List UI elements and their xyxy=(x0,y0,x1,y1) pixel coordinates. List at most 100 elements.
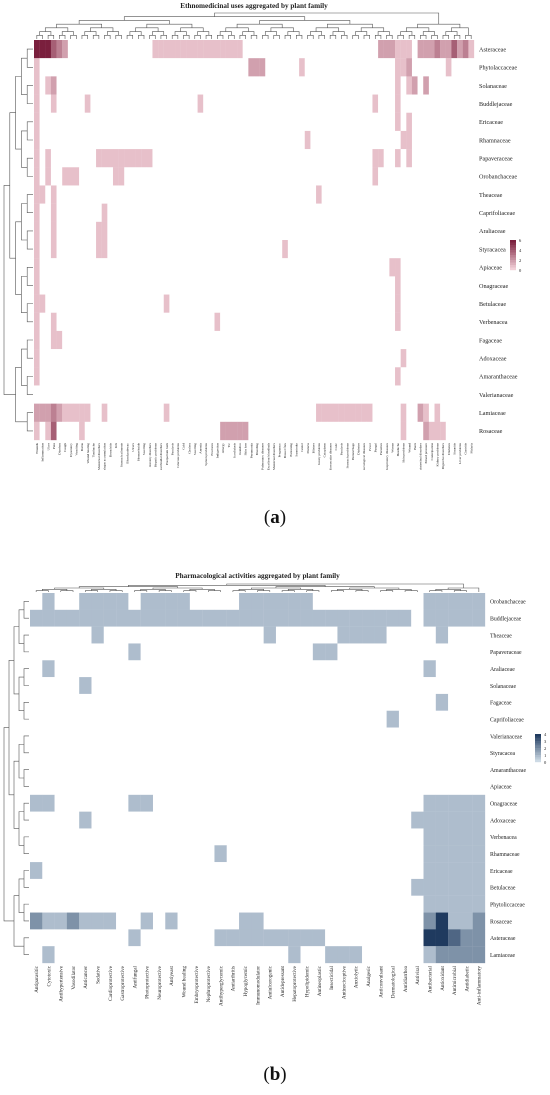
heatmap-cell xyxy=(287,130,294,150)
heatmap-cell xyxy=(152,221,159,241)
heatmap-cell xyxy=(312,845,326,863)
heatmap-cell xyxy=(231,258,238,277)
heatmap-cell xyxy=(163,40,170,59)
heatmap-cell xyxy=(67,349,74,368)
heatmap-cell xyxy=(325,744,338,762)
heatmap-cell xyxy=(251,845,264,863)
heatmap-cell xyxy=(251,744,264,762)
heatmap-cell xyxy=(304,240,311,259)
heatmap-cell xyxy=(428,58,435,77)
heatmap-cell xyxy=(440,276,446,295)
heatmap-cell xyxy=(103,710,117,728)
heatmap-cell xyxy=(259,185,266,204)
heatmap-cell xyxy=(56,349,63,368)
heatmap-cell xyxy=(129,312,136,332)
heatmap-cell xyxy=(67,149,74,168)
heatmap-cell xyxy=(310,276,317,295)
heatmap-cell xyxy=(175,221,181,241)
heatmap-cell xyxy=(208,385,215,404)
heatmap-cell xyxy=(197,94,204,113)
column-label: Hepatoprotective xyxy=(292,965,298,1001)
heatmap-cell xyxy=(180,94,187,113)
heatmap-cell xyxy=(276,240,283,259)
heatmap-cell xyxy=(50,40,57,59)
heatmap-cell xyxy=(462,403,469,422)
heatmap-cell xyxy=(226,778,240,795)
heatmap-cell xyxy=(468,112,475,132)
heatmap-cell xyxy=(337,609,350,627)
row-label: Adoxaceae xyxy=(479,355,507,362)
column-label: Ulcer xyxy=(46,442,50,450)
heatmap-cell xyxy=(225,276,232,295)
heatmap-cell xyxy=(251,677,264,695)
heatmap-cell xyxy=(56,167,63,186)
heatmap-cell xyxy=(124,294,131,313)
heatmap-cell xyxy=(84,76,91,95)
heatmap-cell xyxy=(135,40,142,59)
row-label: Fagaceae xyxy=(479,337,502,344)
heatmap-cell xyxy=(165,828,178,846)
heatmap-cell xyxy=(445,58,452,77)
heatmap-cell xyxy=(462,76,469,95)
heatmap-cell xyxy=(42,778,55,795)
heatmap-cell xyxy=(197,58,204,77)
heatmap-cell xyxy=(325,912,338,930)
heatmap-cell xyxy=(435,778,449,795)
heatmap-cell xyxy=(389,58,396,77)
legend-swatch xyxy=(535,738,541,742)
heatmap-cell xyxy=(299,221,305,241)
heatmap-cell xyxy=(276,185,283,204)
column-label: Burns xyxy=(80,442,84,451)
heatmap-cell xyxy=(197,330,204,350)
heatmap-cell xyxy=(417,76,424,95)
column-label: Antihypertensive xyxy=(59,965,65,1001)
heatmap-cell xyxy=(39,330,46,350)
heatmap-cell xyxy=(460,862,473,880)
heatmap-cell xyxy=(226,811,240,829)
heatmap-cell xyxy=(349,761,363,779)
heatmap-cell xyxy=(423,845,436,863)
heatmap-cell xyxy=(400,167,407,186)
heatmap-cell xyxy=(293,58,300,77)
heatmap-cell xyxy=(169,349,176,368)
heatmap-cell xyxy=(337,828,350,846)
heatmap-cell xyxy=(355,76,362,95)
heatmap-cell xyxy=(434,403,441,422)
heatmap-cell xyxy=(152,593,166,610)
heatmap-cell xyxy=(386,895,400,913)
heatmap-cell xyxy=(448,744,461,762)
heatmap-cell xyxy=(462,349,469,368)
heatmap-cell xyxy=(169,367,176,386)
heatmap-cell xyxy=(395,130,401,150)
heatmap-cell xyxy=(321,385,328,404)
heatmap-cell xyxy=(435,643,449,661)
heatmap-cell xyxy=(332,294,339,313)
heatmap-cell xyxy=(84,403,91,422)
heatmap-cell xyxy=(263,727,277,745)
heatmap-cell xyxy=(242,330,249,350)
heatmap-cell xyxy=(366,112,373,132)
heatmap-cell xyxy=(202,794,215,812)
heatmap-cell xyxy=(383,185,390,204)
heatmap-cell xyxy=(73,167,80,186)
heatmap-cell xyxy=(282,94,288,113)
heatmap-cell xyxy=(116,912,129,930)
heatmap-cell xyxy=(177,929,191,947)
heatmap-cell xyxy=(445,330,452,350)
heatmap-cell xyxy=(472,609,486,627)
heatmap-cell xyxy=(312,761,326,779)
heatmap-cell xyxy=(177,778,191,795)
heatmap-cell xyxy=(79,330,85,350)
heatmap-cell xyxy=(457,421,463,441)
heatmap-cell xyxy=(325,895,338,913)
heatmap-cell xyxy=(406,403,413,422)
heatmap-cell xyxy=(411,258,418,277)
heatmap-cell xyxy=(67,221,74,241)
heatmap-cell xyxy=(332,276,339,295)
legend-swatch xyxy=(510,265,516,268)
heatmap-cell xyxy=(128,845,141,863)
heatmap-cell xyxy=(141,276,147,295)
heatmap-cell xyxy=(42,693,55,711)
heatmap-cell xyxy=(372,58,379,77)
